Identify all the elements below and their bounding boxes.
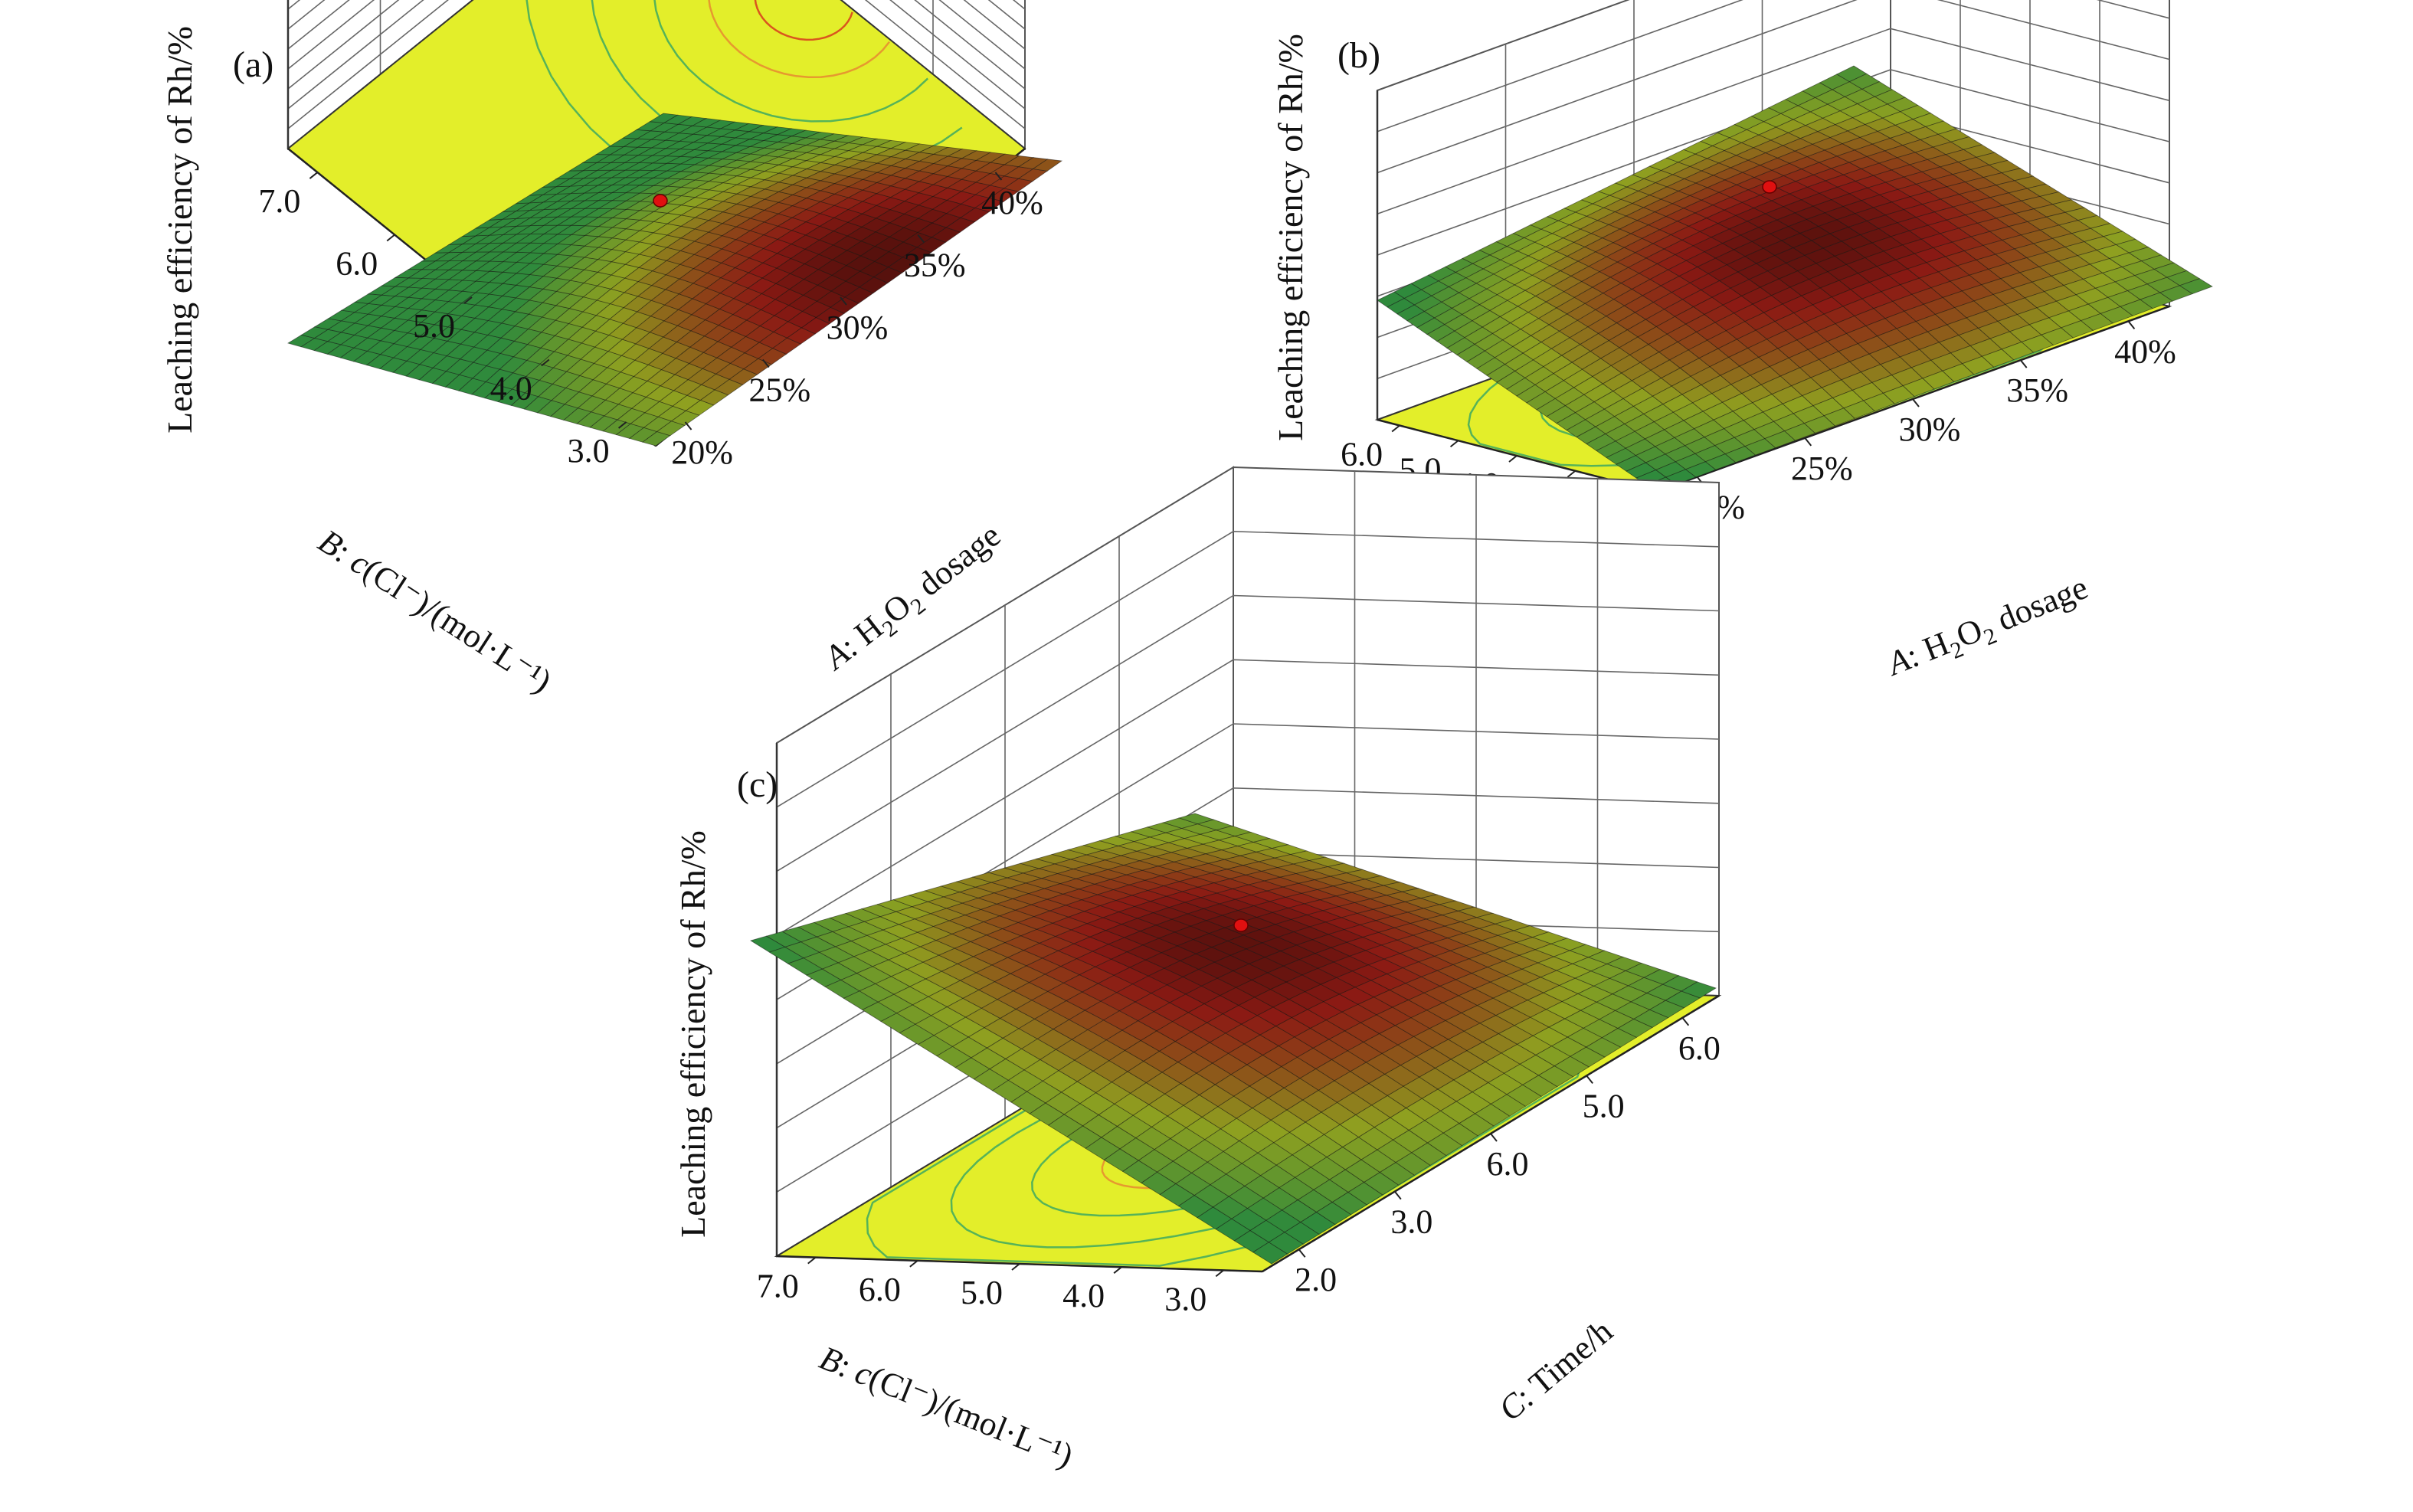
y-axis-label: B: c(Cl⁻)/(mol·L⁻¹): [312, 522, 558, 701]
back-walls: [775, 466, 1720, 1258]
contour-line: [708, 0, 890, 79]
x-tick-label: 3.0: [1390, 1203, 1432, 1241]
y-tick-label: 5.0: [413, 307, 455, 345]
z-axis-label: Leaching efficiency of Rh/%: [1271, 34, 1310, 441]
y-axis-label: B: c(Cl⁻)/(mol·L⁻¹): [814, 1339, 1078, 1474]
x-tick-mark: [1490, 1133, 1498, 1142]
y-tick-label: 6.0: [859, 1271, 901, 1308]
z-gridline: [1377, 0, 2170, 133]
x-tick-mark: [994, 172, 1003, 181]
y-tick-mark: [1113, 1266, 1122, 1274]
tick-labels: 2.0 3.0 6.0 5.0 6.0 3.0 4.0 5.0 6.0 7.0: [757, 1017, 1721, 1317]
y-tick-label: 7.0: [258, 182, 300, 220]
x-tick-label: 25%: [1791, 450, 1853, 487]
x-tick-label: 35%: [904, 247, 966, 284]
y-tick-mark: [1391, 424, 1400, 433]
x-axis-label: A: H2O2 dosage: [1880, 568, 2094, 689]
y-tick-mark: [909, 1260, 918, 1268]
response-surface: [1377, 65, 2213, 493]
y-tick-mark: [1011, 1263, 1020, 1271]
y-tick-mark: [1567, 470, 1576, 478]
z-gridline: [1377, 69, 2170, 256]
x-tick-mark: [2127, 320, 2136, 329]
panel-label: (b): [1337, 35, 1380, 76]
x-tick-label: 40%: [2114, 332, 2176, 370]
x-tick-mark: [684, 421, 692, 430]
x-tick-label: 6.0: [1678, 1029, 1721, 1067]
x-tick-label: 5.0: [1583, 1087, 1625, 1124]
x-tick-label: 40%: [981, 184, 1043, 221]
optimum-marker: [1762, 180, 1777, 194]
y-tick-label: 3.0: [568, 432, 610, 470]
contour-line: [754, 0, 853, 41]
surface-patch: [1681, 981, 1717, 999]
y-tick-mark: [541, 358, 550, 367]
x-axis-label: C: Time/h: [1491, 1312, 1619, 1429]
z-gridline: [776, 594, 1720, 872]
y-tick-mark: [617, 421, 627, 429]
y-tick-label: 6.0: [1341, 436, 1383, 473]
y-tick-mark: [1215, 1269, 1224, 1278]
z-gridline: [287, 0, 1026, 129]
y-tick-label: 4.0: [1062, 1277, 1105, 1314]
y-tick-mark: [463, 296, 473, 304]
y-tick-mark: [386, 234, 395, 242]
x-tick-label: 2.0: [1295, 1261, 1337, 1298]
x-tick-mark: [917, 234, 925, 244]
x-tick-mark: [761, 358, 770, 368]
contour-line: [653, 0, 929, 123]
optimum-marker: [1233, 918, 1249, 932]
z-axis-label: Leaching efficiency of Rh/%: [160, 26, 199, 434]
x-tick-mark: [840, 296, 847, 306]
z-gridline: [776, 659, 1720, 936]
x-tick-mark: [1912, 398, 1920, 407]
x-tick-label: 30%: [827, 309, 889, 346]
x-tick-mark: [1681, 1017, 1690, 1026]
x-tick-label: 20%: [671, 434, 733, 471]
panel-label: (c): [737, 764, 778, 805]
z-gridline: [776, 530, 1720, 808]
y-tick-mark: [1449, 440, 1459, 448]
z-gridline: [287, 0, 1026, 110]
response-surface: [287, 113, 1063, 447]
x-tick-label: 35%: [2006, 371, 2068, 409]
optimum-marker: [653, 194, 668, 208]
y-tick-mark: [1508, 455, 1518, 463]
surface-patch: [2179, 278, 2213, 295]
panel-a: 20% 25% 30% 35% 40% 3.0 4.0 5.0 6.0 7.0 (a) Leachin…: [160, 0, 1063, 701]
x-tick-label: 30%: [1899, 411, 1961, 448]
tick-labels: 20% 25% 30% 35% 40% 3.0 4.0 5.0 6.0 7.0: [258, 172, 1043, 471]
x-tick-mark: [1298, 1249, 1306, 1258]
z-gridline: [1377, 28, 2170, 215]
y-tick-label: 4.0: [490, 369, 532, 407]
panel-c: 2.0 3.0 6.0 5.0 6.0 3.0 4.0 5.0 6.0 7.0 (c) Leachin…: [673, 466, 1722, 1474]
x-tick-mark: [2019, 359, 2028, 368]
panel-label: (a): [233, 44, 273, 85]
y-tick-label: 6.0: [336, 245, 378, 283]
z-gridline: [1377, 0, 2170, 174]
y-tick-label: 5.0: [961, 1274, 1003, 1311]
z-axis-label: Leaching efficiency of Rh/%: [673, 830, 712, 1238]
surface-patch: [1032, 159, 1063, 172]
x-tick-label: 6.0: [1487, 1145, 1529, 1183]
y-tick-mark: [807, 1256, 817, 1265]
y-tick-mark: [309, 172, 319, 179]
y-tick-label: 7.0: [757, 1268, 799, 1305]
x-tick-mark: [1804, 437, 1812, 447]
y-tick-label: 3.0: [1164, 1280, 1206, 1317]
x-tick-mark: [1586, 1075, 1593, 1085]
x-tick-mark: [1394, 1190, 1402, 1200]
x-tick-label: 25%: [748, 371, 810, 408]
response-surface: [750, 813, 1717, 1265]
